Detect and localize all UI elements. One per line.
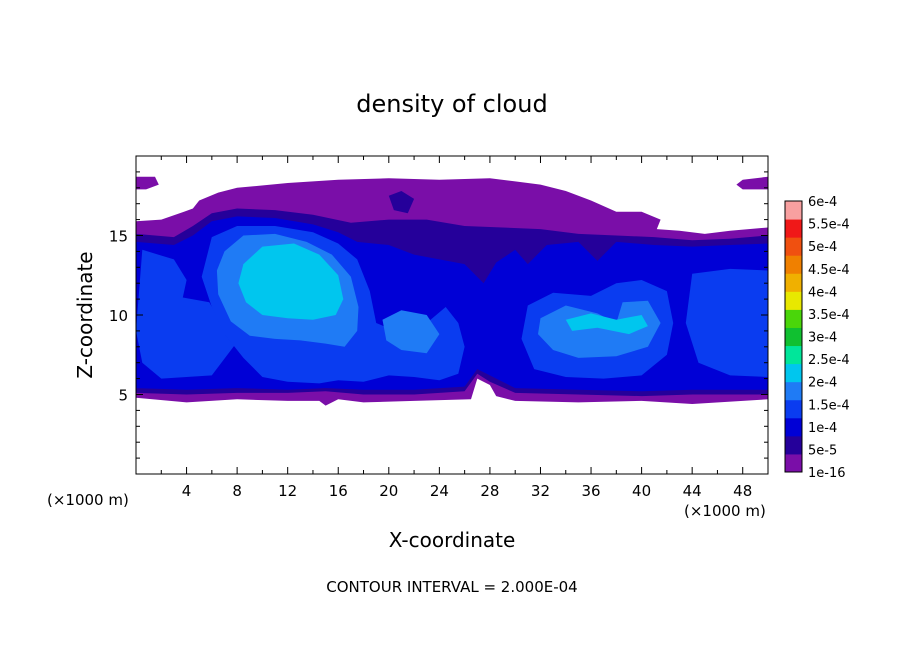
colorbar-swatch [785, 363, 802, 383]
plot-area [136, 176, 768, 406]
colorbar-label: 5e-5 [808, 443, 837, 458]
colorbar-swatch [785, 417, 802, 437]
x-tick-label: 8 [232, 482, 242, 500]
colorbar-label: 2e-4 [808, 376, 837, 391]
contour-region-1 [136, 176, 159, 190]
x-tick-label: 40 [632, 482, 651, 500]
colorbar-frame [784, 200, 803, 473]
x-tick-label: 32 [531, 482, 550, 500]
colorbar-label: 1e-4 [808, 421, 837, 436]
contour-region-11 [382, 310, 440, 354]
colorbar-swatch [785, 219, 802, 238]
colorbar-swatch [785, 435, 802, 455]
colorbar-swatch [785, 381, 802, 401]
y-tick-label: 10 [109, 307, 128, 325]
colorbar-label: 3e-4 [808, 331, 837, 346]
contour-region-2 [736, 176, 768, 190]
y-axis: 5 10 15 [109, 171, 768, 459]
x-tick-label: 48 [733, 482, 752, 500]
x-unit-right: (×1000 m) [684, 502, 766, 520]
colorbar-swatch [785, 255, 802, 274]
colorbar-label: 6e-4 [808, 195, 837, 210]
x-axis-label: X-coordinate [389, 528, 516, 552]
x-axis: 4 8 12 16 20 24 28 32 36 40 44 48 [160, 156, 752, 500]
x-tick-label: 16 [329, 482, 348, 500]
contour-interval-note: CONTOUR INTERVAL = 2.000E-04 [326, 578, 577, 596]
contour-region-6 [136, 249, 238, 379]
colorbar-swatch [785, 201, 802, 220]
colorbar-swatch [785, 345, 802, 365]
colorbar-label: 3.5e-4 [808, 308, 850, 323]
colorbar-label: 4e-4 [808, 285, 837, 300]
contour-region-13 [238, 243, 344, 320]
colorbar-swatch [785, 291, 802, 310]
x-tick-label: 36 [581, 482, 600, 500]
colorbar-label: 1.5e-4 [808, 398, 850, 413]
colorbar-label: 5e-4 [808, 240, 837, 255]
y-tick-label: 15 [109, 228, 128, 246]
x-tick-label: 20 [379, 482, 398, 500]
y-tick-label: 5 [118, 387, 128, 405]
colorbar-swatch [785, 237, 802, 256]
x-tick-label: 24 [430, 482, 449, 500]
contour-region-4 [388, 191, 415, 214]
x-tick-label: 28 [480, 482, 499, 500]
colorbar-label: 5.5e-4 [808, 218, 850, 233]
contour-region-14 [565, 313, 648, 335]
colorbar: 1e-16 5e-5 1e-4 1.5e-4 2e-4 2.5e-4 3e-4 3.5e-4 4… [784, 195, 850, 481]
x-tick-label: 4 [182, 482, 192, 500]
x-tick-label: 12 [278, 482, 297, 500]
colorbar-label: 4.5e-4 [808, 263, 850, 278]
colorbar-swatch [785, 309, 802, 328]
colorbar-swatch [785, 453, 802, 473]
y-axis-label: Z-coordinate [73, 251, 97, 378]
colorbar-swatch [785, 399, 802, 419]
colorbar-swatch [785, 327, 802, 347]
x-unit-left: (×1000 m) [47, 491, 129, 509]
x-tick-label: 44 [683, 482, 702, 500]
colorbar-label: 2.5e-4 [808, 353, 850, 368]
colorbar-swatch [785, 273, 802, 292]
contour-region-12 [538, 300, 661, 358]
contour-region-9 [685, 268, 768, 377]
chart-title: density of cloud [356, 90, 547, 118]
colorbar-label: 1e-16 [808, 466, 846, 481]
